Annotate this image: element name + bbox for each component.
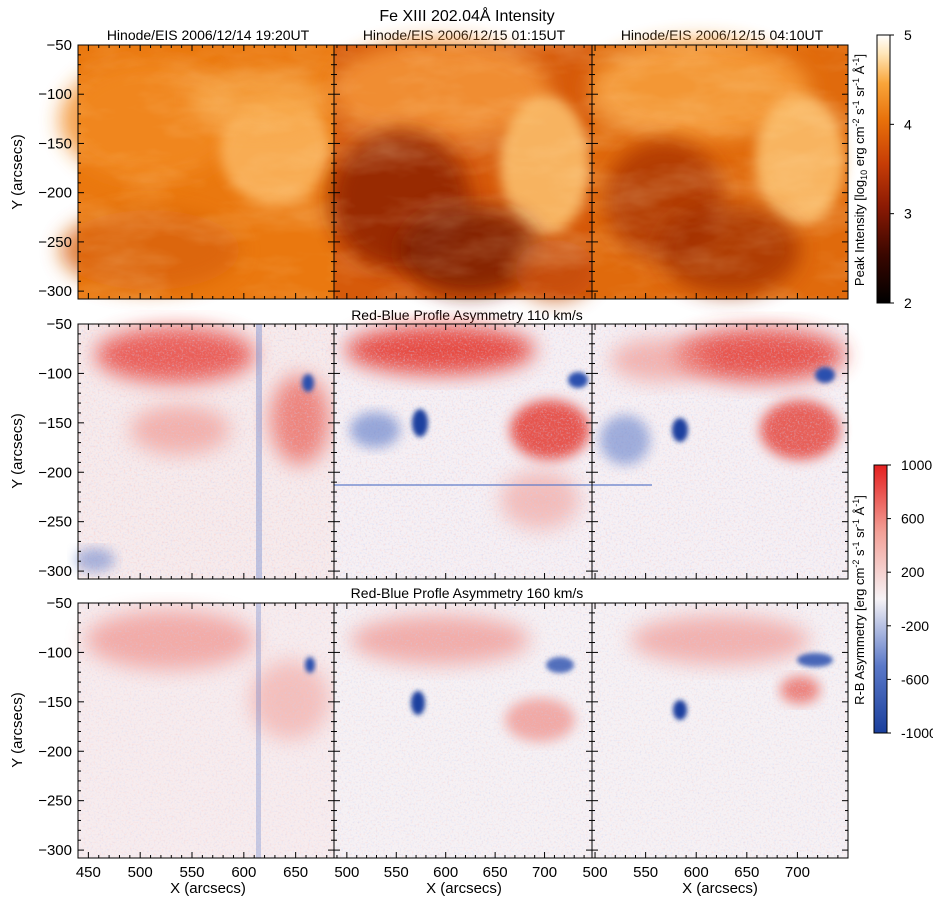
intensity-colorbar-scale xyxy=(876,34,891,304)
y-tick-label: −100 xyxy=(38,365,72,382)
column-titles: Hinode/EIS 2006/12/14 19:20UT Hinode/EIS… xyxy=(107,27,824,43)
asymmetry-160-axes-2: 500 550 600 650 700 xyxy=(333,602,593,881)
intensity-colorbar-label: Peak Intensity [log10 erg cm-2 s-1 sr-1 … xyxy=(851,54,869,286)
x-tick-label: 600 xyxy=(433,864,458,881)
row-title-110: Red-Blue Profle Asymmetry 110 km/s xyxy=(351,307,583,323)
y-tick-label: −150 xyxy=(38,135,72,152)
y-tick-label: −300 xyxy=(38,563,72,580)
x-tick-label: 550 xyxy=(384,864,409,881)
colorbar-tick-label: 200 xyxy=(901,564,925,580)
intensity-panel-3 xyxy=(590,40,848,299)
asymmetry-110-axes-3 xyxy=(591,323,849,580)
y-tick-label: −300 xyxy=(38,842,72,859)
colorbar-tick-label: 5 xyxy=(904,27,912,43)
axes-layer: −50 −100 −150 −200 −250 −300 −50 −100 −150 −200 −2… xyxy=(38,37,849,881)
colorbar-tick-label: 600 xyxy=(901,511,925,527)
intensity-row xyxy=(60,40,848,300)
ylabel-row-3: Y (arcsecs) xyxy=(9,692,26,768)
asymmetry-colorbar-label: R-B Asymmetry [erg cm-2 s-1 sr-1 Å-1] xyxy=(851,495,867,705)
column-title-3: Hinode/EIS 2006/12/15 04:10UT xyxy=(621,27,824,43)
column-title-2: Hinode/EIS 2006/12/15 01:15UT xyxy=(363,27,566,43)
x-tick-label: 500 xyxy=(334,864,359,881)
y-tick-label: −100 xyxy=(38,86,72,103)
colorbar-tick-label: 3 xyxy=(904,206,912,222)
asymmetry-110-panel-1 xyxy=(75,324,334,579)
asymmetry-160-panel-1 xyxy=(78,603,334,858)
y-tick-label: −50 xyxy=(47,595,72,612)
figure-title: Fe XIII 202.04Å Intensity xyxy=(379,6,554,25)
x-tick-label: 700 xyxy=(785,864,810,881)
asymmetry-colorbar: 1000 600 200 -200 -600 -1000 R-B Asymmetry [e… xyxy=(851,457,933,741)
panel-frame xyxy=(591,44,849,300)
colorbar-tick-label: -200 xyxy=(901,618,929,634)
y-tick-label: −250 xyxy=(38,514,72,531)
column-title-1: Hinode/EIS 2006/12/14 19:20UT xyxy=(107,27,310,43)
y-tick-label: −250 xyxy=(38,234,72,251)
asymmetry-160-panel-3 xyxy=(592,603,848,858)
xlabel-col-3: X (arcsecs) xyxy=(682,880,758,897)
ylabel-row-2: Y (arcsecs) xyxy=(9,413,26,489)
x-tick-label: 500 xyxy=(583,864,608,881)
asymmetry-160-row xyxy=(78,603,848,858)
panel-frame xyxy=(591,602,849,859)
y-tick-label: −150 xyxy=(38,415,72,432)
x-tick-label: 450 xyxy=(76,864,101,881)
xlabel-col-1: X (arcsecs) xyxy=(170,880,246,897)
intensity-panel-2 xyxy=(330,40,595,300)
intensity-axes-3 xyxy=(591,44,849,300)
asymmetry-160-axes-1: 450 500 550 600 650 −50 −100 −150 −200 −250 −300 xyxy=(38,595,335,881)
y-tick-label: −300 xyxy=(38,283,72,300)
y-tick-label: −100 xyxy=(38,644,72,661)
asymmetry-110-row xyxy=(75,324,848,579)
x-tick-label: 700 xyxy=(532,864,557,881)
y-tick-label: −250 xyxy=(38,793,72,810)
asymmetry-colorbar-scale xyxy=(873,464,888,734)
colorbar-tick-label: -1000 xyxy=(901,725,933,741)
x-tick-label: 650 xyxy=(483,864,508,881)
asymmetry-110-panel-3 xyxy=(592,324,848,579)
intensity-colorbar: 2 3 4 5 Peak Intensity [log10 erg cm-2 s-1 … xyxy=(851,27,912,311)
asymmetry-160-panel-2 xyxy=(334,603,592,858)
y-tick-label: −50 xyxy=(47,37,72,54)
y-tick-label: −200 xyxy=(38,185,72,202)
x-tick-label: 600 xyxy=(684,864,709,881)
intensity-panel-1 xyxy=(60,45,334,299)
y-tick-label: −150 xyxy=(38,694,72,711)
colorbar-tick-label: 2 xyxy=(904,295,912,311)
x-tick-label: 600 xyxy=(231,864,256,881)
panel-frame xyxy=(591,323,849,580)
y-tick-label: −200 xyxy=(38,464,72,481)
x-tick-label: 550 xyxy=(179,864,204,881)
x-tick-label: 550 xyxy=(633,864,658,881)
colorbar-tick-label: -600 xyxy=(901,671,929,687)
x-tick-label: 650 xyxy=(283,864,308,881)
y-tick-label: −50 xyxy=(47,316,72,333)
row-title-160: Red-Blue Profle Asymmetry 160 km/s xyxy=(351,585,584,601)
colorbar-tick-label: 1000 xyxy=(901,457,932,473)
x-tick-label: 650 xyxy=(734,864,759,881)
xlabel-col-2: X (arcsecs) xyxy=(426,880,502,897)
asymmetry-160-axes-3: 500 550 600 650 700 xyxy=(583,602,849,881)
colorbar-tick-label: 4 xyxy=(904,116,912,132)
asymmetry-110-axes-1: −50 −100 −150 −200 −250 −300 xyxy=(38,316,335,580)
y-tick-label: −200 xyxy=(38,743,72,760)
asymmetry-110-panel-2 xyxy=(334,324,592,579)
ylabel-row-1: Y (arcsecs) xyxy=(9,134,26,210)
x-tick-label: 500 xyxy=(128,864,153,881)
